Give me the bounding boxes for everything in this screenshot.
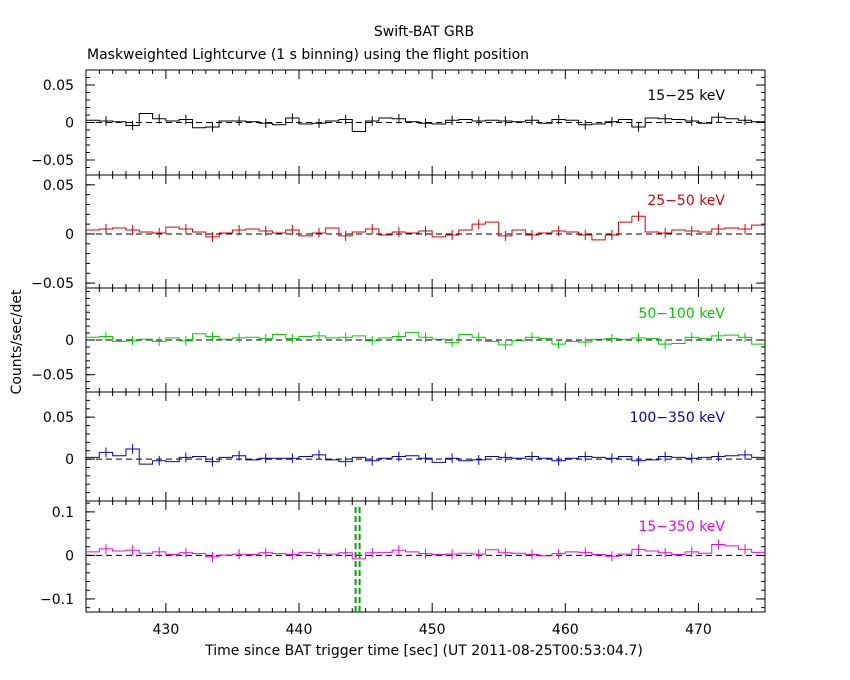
series-label-4: 15−350 keV: [638, 519, 725, 535]
y-tick-label: −0.05: [31, 276, 74, 292]
x-tick-label: 430: [153, 622, 180, 638]
series-label-1: 25−50 keV: [647, 193, 725, 209]
x-tick-label: 440: [286, 622, 313, 638]
series-line-0: [86, 113, 765, 132]
series-label-0: 15−25 keV: [647, 88, 725, 104]
y-tick-label: 0: [65, 548, 74, 564]
y-tick-label: 0: [65, 333, 74, 349]
y-axis-label: Counts/sec/det: [9, 289, 25, 394]
y-tick-label: −0.05: [31, 368, 74, 384]
series-label-2: 50−100 keV: [638, 306, 725, 322]
y-tick-label: 0.05: [43, 78, 74, 94]
figure-subtitle: Maskweighted Lightcurve (1 s binning) us…: [87, 47, 529, 63]
y-tick-label: 0.05: [43, 178, 74, 194]
panel-frame-4: [85, 500, 766, 613]
panels-group: 0.05 0 −0.05 15−25 keV 0.05 0 −0.05 25−50 keV 0 −…: [31, 69, 766, 638]
x-tick-label: 460: [552, 622, 579, 638]
y-tick-label: 0: [65, 116, 74, 132]
y-tick-label: 0: [65, 452, 74, 468]
y-tick-label: 0.05: [43, 410, 74, 426]
x-tick-label: 470: [685, 622, 712, 638]
y-tick-label: −0.1: [40, 592, 74, 608]
x-axis-label: Time since BAT trigger time [sec] (UT 20…: [204, 643, 643, 659]
figure-title: Swift-BAT GRB: [374, 24, 474, 40]
y-tick-label: 0: [65, 227, 74, 243]
series-line-3: [86, 448, 765, 465]
x-tick-label: 450: [419, 622, 446, 638]
y-tick-label: −0.05: [31, 153, 74, 169]
y-tick-label: 0.1: [52, 505, 74, 521]
series-label-3: 100−350 keV: [630, 410, 726, 426]
panel-frame-3: [85, 391, 766, 502]
